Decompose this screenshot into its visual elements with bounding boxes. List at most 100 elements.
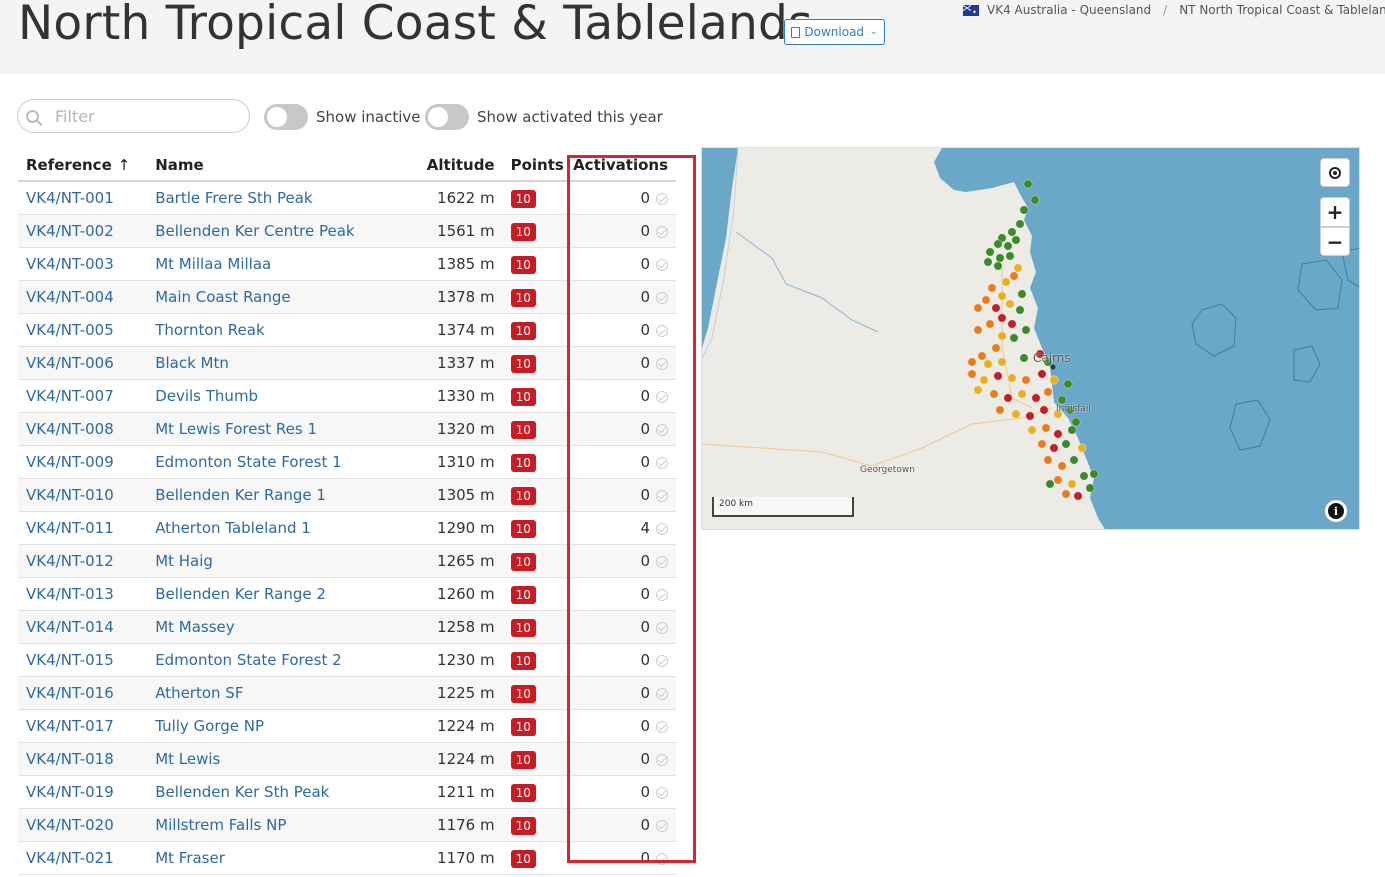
summit-marker[interactable] [1061, 489, 1071, 499]
summit-marker[interactable] [1003, 241, 1013, 251]
summit-marker[interactable] [1007, 373, 1017, 383]
name-link[interactable]: Bellenden Ker Range 2 [155, 585, 326, 603]
summit-marker[interactable] [981, 295, 991, 305]
summit-marker[interactable] [1017, 289, 1027, 299]
summit-marker[interactable] [1001, 277, 1011, 287]
table-row[interactable]: VK4/NT-007 Devils Thumb 1330 m 10 0 [18, 379, 676, 413]
summit-marker[interactable] [1049, 443, 1059, 453]
summit-marker[interactable] [1005, 299, 1015, 309]
summit-marker[interactable] [993, 261, 1003, 271]
reference-link[interactable]: VK4/NT-021 [26, 849, 114, 867]
table-row[interactable]: VK4/NT-001 Bartle Frere Sth Peak 1622 m 10 0 [18, 181, 676, 215]
summit-marker[interactable] [983, 257, 993, 267]
reference-link[interactable]: VK4/NT-013 [26, 585, 114, 603]
summit-marker[interactable] [1009, 271, 1019, 281]
name-link[interactable]: Mt Haig [155, 552, 213, 570]
name-link[interactable]: Edmonton State Forest 1 [155, 453, 342, 471]
summit-marker[interactable] [1019, 353, 1029, 363]
name-link[interactable]: Thornton Reak [155, 321, 265, 339]
summit-marker[interactable] [1003, 393, 1013, 403]
summit-marker[interactable] [1077, 443, 1087, 453]
summit-marker[interactable] [1043, 357, 1053, 367]
table-row[interactable]: VK4/NT-005 Thornton Reak 1374 m 10 0 [18, 313, 676, 347]
name-link[interactable]: Atherton Tableland 1 [155, 519, 311, 537]
table-row[interactable]: VK4/NT-021 Mt Fraser 1170 m 10 0 [18, 841, 676, 875]
summit-marker[interactable] [1053, 409, 1063, 419]
table-row[interactable]: VK4/NT-013 Bellenden Ker Range 2 1260 m 10 0 [18, 577, 676, 611]
summit-marker[interactable] [1031, 393, 1041, 403]
name-link[interactable]: Mt Lewis Forest Res 1 [155, 420, 318, 438]
summit-marker[interactable] [991, 303, 1001, 313]
summit-marker[interactable] [997, 357, 1007, 367]
filter-input[interactable] [53, 105, 227, 127]
reference-link[interactable]: VK4/NT-006 [26, 354, 114, 372]
column-header-activations[interactable]: Activations [569, 150, 676, 182]
summit-marker[interactable] [1069, 455, 1079, 465]
summit-marker[interactable] [985, 247, 995, 257]
name-link[interactable]: Mt Lewis [155, 750, 221, 768]
map[interactable]: Cairns Innisfail Georgetown + − 200 km i [701, 147, 1360, 530]
reference-link[interactable]: VK4/NT-012 [26, 552, 114, 570]
name-link[interactable]: Mt Fraser [155, 849, 225, 867]
name-link[interactable]: Bellenden Ker Centre Peak [155, 222, 355, 240]
name-link[interactable]: Bartle Frere Sth Peak [155, 189, 313, 207]
summit-marker[interactable] [987, 283, 997, 293]
reference-link[interactable]: VK4/NT-008 [26, 420, 114, 438]
name-link[interactable]: Millstrem Falls NP [155, 816, 287, 834]
summit-marker[interactable] [1079, 471, 1089, 481]
summit-marker[interactable] [1007, 227, 1017, 237]
summit-marker[interactable] [997, 313, 1007, 323]
summit-marker[interactable] [1067, 425, 1077, 435]
show-activated-toggle[interactable] [425, 104, 469, 130]
summit-marker[interactable] [1015, 219, 1025, 229]
column-header-points[interactable]: Points [502, 150, 570, 182]
table-row[interactable]: VK4/NT-004 Main Coast Range 1378 m 10 0 [18, 280, 676, 314]
reference-link[interactable]: VK4/NT-016 [26, 684, 114, 702]
table-row[interactable]: VK4/NT-016 Atherton SF 1225 m 10 0 [18, 676, 676, 710]
summit-marker[interactable] [1071, 417, 1081, 427]
summit-marker[interactable] [1030, 195, 1040, 205]
summit-marker[interactable] [1057, 395, 1067, 405]
reference-link[interactable]: VK4/NT-004 [26, 288, 114, 306]
name-link[interactable]: Bellenden Ker Sth Peak [155, 783, 330, 801]
summit-marker[interactable] [1011, 235, 1021, 245]
table-row[interactable]: VK4/NT-006 Black Mtn 1337 m 10 0 [18, 346, 676, 380]
column-header-altitude[interactable]: Altitude [409, 150, 503, 182]
map-locate-button[interactable] [1320, 158, 1350, 187]
summit-marker[interactable] [1067, 479, 1077, 489]
table-row[interactable]: VK4/NT-020 Millstrem Falls NP 1176 m 10 0 [18, 808, 676, 842]
summit-marker[interactable] [985, 319, 995, 329]
summit-marker[interactable] [1005, 251, 1015, 261]
map-canvas[interactable] [702, 148, 1360, 530]
column-header-reference[interactable]: Reference ↑ [18, 150, 148, 182]
summit-marker[interactable] [1061, 439, 1071, 449]
summit-marker[interactable] [1009, 333, 1019, 343]
summit-marker[interactable] [1017, 389, 1027, 399]
reference-link[interactable]: VK4/NT-011 [26, 519, 114, 537]
show-inactive-toggle[interactable] [264, 104, 308, 130]
summit-marker[interactable] [1025, 411, 1035, 421]
name-link[interactable]: Mt Millaa Millaa [155, 255, 272, 273]
summit-marker[interactable] [1089, 469, 1099, 479]
summit-marker[interactable] [993, 239, 1003, 249]
name-link[interactable]: Main Coast Range [155, 288, 291, 306]
breadcrumb-region[interactable]: NT North Tropical Coast & Tablelands [1179, 3, 1385, 17]
summit-marker[interactable] [977, 351, 987, 361]
reference-link[interactable]: VK4/NT-003 [26, 255, 114, 273]
summit-marker[interactable] [1021, 325, 1031, 335]
name-link[interactable]: Mt Massey [155, 618, 235, 636]
name-link[interactable]: Edmonton State Forest 2 [155, 651, 342, 669]
table-row[interactable]: VK4/NT-011 Atherton Tableland 1 1290 m 10 4 [18, 511, 676, 545]
table-row[interactable]: VK4/NT-008 Mt Lewis Forest Res 1 1320 m 10 0 [18, 412, 676, 446]
summit-marker[interactable] [995, 253, 1005, 263]
summit-marker[interactable] [1019, 205, 1029, 215]
reference-link[interactable]: VK4/NT-014 [26, 618, 114, 636]
map-zoom-in-button[interactable]: + [1320, 197, 1350, 227]
reference-link[interactable]: VK4/NT-005 [26, 321, 114, 339]
table-row[interactable]: VK4/NT-014 Mt Massey 1258 m 10 0 [18, 610, 676, 644]
summit-marker[interactable] [1021, 375, 1031, 385]
summit-marker[interactable] [1023, 179, 1033, 189]
table-row[interactable]: VK4/NT-018 Mt Lewis 1224 m 10 0 [18, 742, 676, 776]
summit-markers[interactable] [967, 179, 1099, 501]
name-link[interactable]: Bellenden Ker Range 1 [155, 486, 326, 504]
